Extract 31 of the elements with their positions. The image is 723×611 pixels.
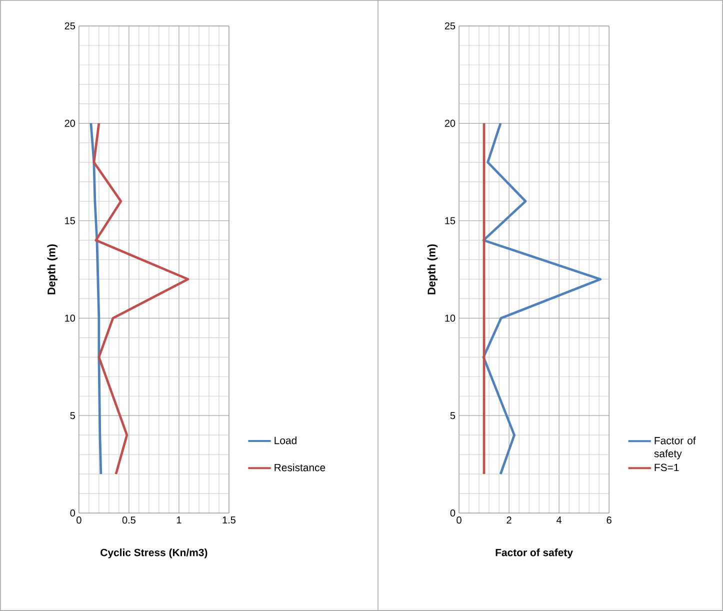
x-tick-label: 0 bbox=[76, 516, 82, 524]
x-tick-label: 4 bbox=[556, 516, 562, 524]
x-axis-title: Cyclic Stress (Kn/m3) bbox=[100, 548, 208, 558]
y-tick-label: 25 bbox=[444, 22, 456, 30]
legend-label: FS=1 bbox=[654, 464, 679, 472]
y-tick-label: 20 bbox=[444, 120, 456, 127]
x-tick-label: 2 bbox=[506, 516, 512, 524]
x-tick-label: 6 bbox=[606, 516, 612, 524]
y-tick-label: 5 bbox=[450, 412, 456, 420]
y-tick-label: 15 bbox=[65, 217, 75, 224]
y-tick-label: 10 bbox=[445, 314, 456, 322]
line-series bbox=[92, 122, 190, 476]
line-series bbox=[482, 122, 602, 476]
y-tick-label: 10 bbox=[65, 314, 76, 322]
y-tick-label: 15 bbox=[445, 217, 456, 224]
x-tick-label: 1 bbox=[176, 516, 182, 524]
x-tick-label: 0 bbox=[456, 516, 462, 524]
x-tick-label: 1.5 bbox=[222, 516, 236, 524]
x-tick-label: 0.5 bbox=[122, 516, 136, 524]
y-axis-title: Depth (m) bbox=[47, 244, 58, 294]
y-axis-title: Depth (m) bbox=[427, 244, 438, 294]
y-tick-label: 0 bbox=[450, 510, 456, 517]
line-series bbox=[90, 122, 102, 476]
y-tick-label: 0 bbox=[70, 510, 76, 517]
y-tick-label: 5 bbox=[70, 412, 75, 420]
legend-label: Load bbox=[274, 436, 296, 444]
y-tick-label: 25 bbox=[64, 22, 75, 30]
y-tick-label: 20 bbox=[64, 120, 76, 127]
x-axis-title: Factor of safety bbox=[496, 548, 573, 558]
legend-label: Factor of safety bbox=[654, 436, 696, 460]
legend-label: Resistance bbox=[274, 464, 326, 472]
